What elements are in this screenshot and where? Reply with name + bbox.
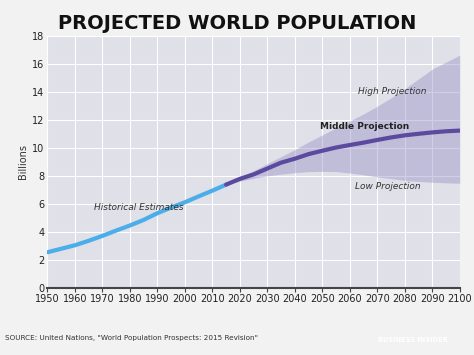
- Text: Middle Projection: Middle Projection: [319, 122, 409, 131]
- Text: Historical Estimates: Historical Estimates: [94, 203, 184, 212]
- Y-axis label: Billions: Billions: [18, 144, 28, 179]
- Text: High Projection: High Projection: [358, 87, 427, 96]
- Text: Low Projection: Low Projection: [356, 182, 421, 191]
- Text: PROJECTED WORLD POPULATION: PROJECTED WORLD POPULATION: [58, 13, 416, 33]
- Text: SOURCE: United Nations, "World Population Prospects: 2015 Revision": SOURCE: United Nations, "World Populatio…: [5, 335, 258, 342]
- Text: BUSINESS INSIDER: BUSINESS INSIDER: [377, 337, 447, 343]
